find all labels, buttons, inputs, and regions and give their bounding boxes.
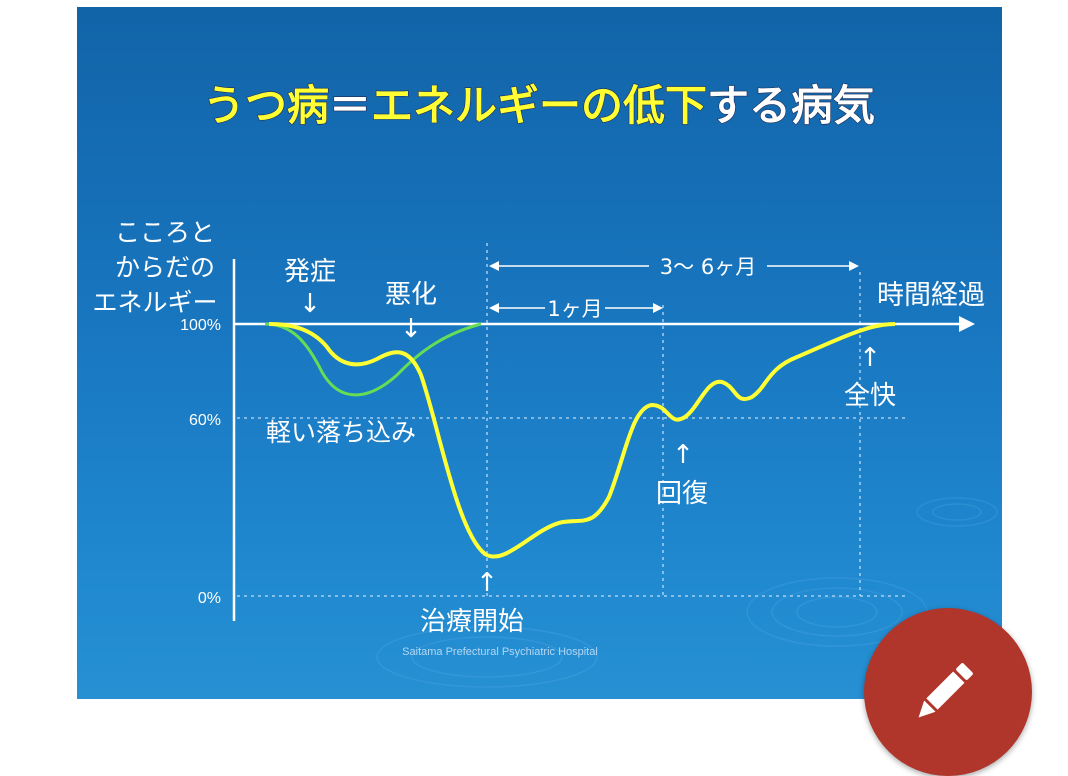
y-axis-label-line1: こころと: [115, 218, 215, 247]
duration-1-month: [489, 303, 663, 313]
slide-title: うつ病＝エネルギーの低下する病気: [203, 81, 875, 130]
slide: うつ病＝エネルギーの低下する病気 こころと からだの エネルギー 100% 60…: [77, 7, 1002, 699]
depression-energy-curve: [268, 322, 896, 559]
label-full-recovery: 全快: [844, 381, 896, 411]
axes: [232, 259, 975, 621]
x-axis-label: 時間経過: [877, 280, 985, 311]
ripple-decoration: [376, 497, 998, 688]
arrow-worsening: ↓: [400, 314, 422, 344]
label-treatment-start: 治療開始: [420, 607, 524, 637]
guide-lines: [237, 243, 905, 597]
y-tick-0: 0%: [198, 590, 221, 607]
arrow-recovery: ↑: [672, 440, 694, 470]
label-1-month: 1ヶ月: [547, 297, 602, 321]
label-worsening: 悪化: [385, 280, 437, 310]
arrow-full-recovery: ↑: [859, 343, 881, 373]
label-mild-depression: 軽い落ち込み: [266, 418, 416, 447]
diagram: うつ病＝エネルギーの低下する病気 こころと からだの エネルギー 100% 60…: [92, 80, 998, 688]
edit-fab-button[interactable]: [864, 608, 1032, 776]
arrow-onset: ↓: [299, 289, 321, 319]
y-axis-label-line3: エネルギー: [92, 288, 217, 317]
arrow-treatment: ↑: [476, 568, 498, 598]
duration-3-6-months: [489, 261, 859, 271]
label-3-6-months: 3～ 6ヶ月: [660, 255, 756, 279]
y-axis-label-line2: からだの: [115, 253, 215, 282]
pencil-icon: [918, 663, 973, 718]
label-onset: 発症: [284, 257, 336, 287]
y-tick-100: 100%: [180, 317, 221, 334]
mild-depression-curve: [264, 322, 482, 397]
credit-text: Saitama Prefectural Psychiatric Hospital: [402, 646, 598, 658]
label-recovery: 回復: [656, 479, 708, 509]
y-tick-60: 60%: [189, 412, 221, 429]
